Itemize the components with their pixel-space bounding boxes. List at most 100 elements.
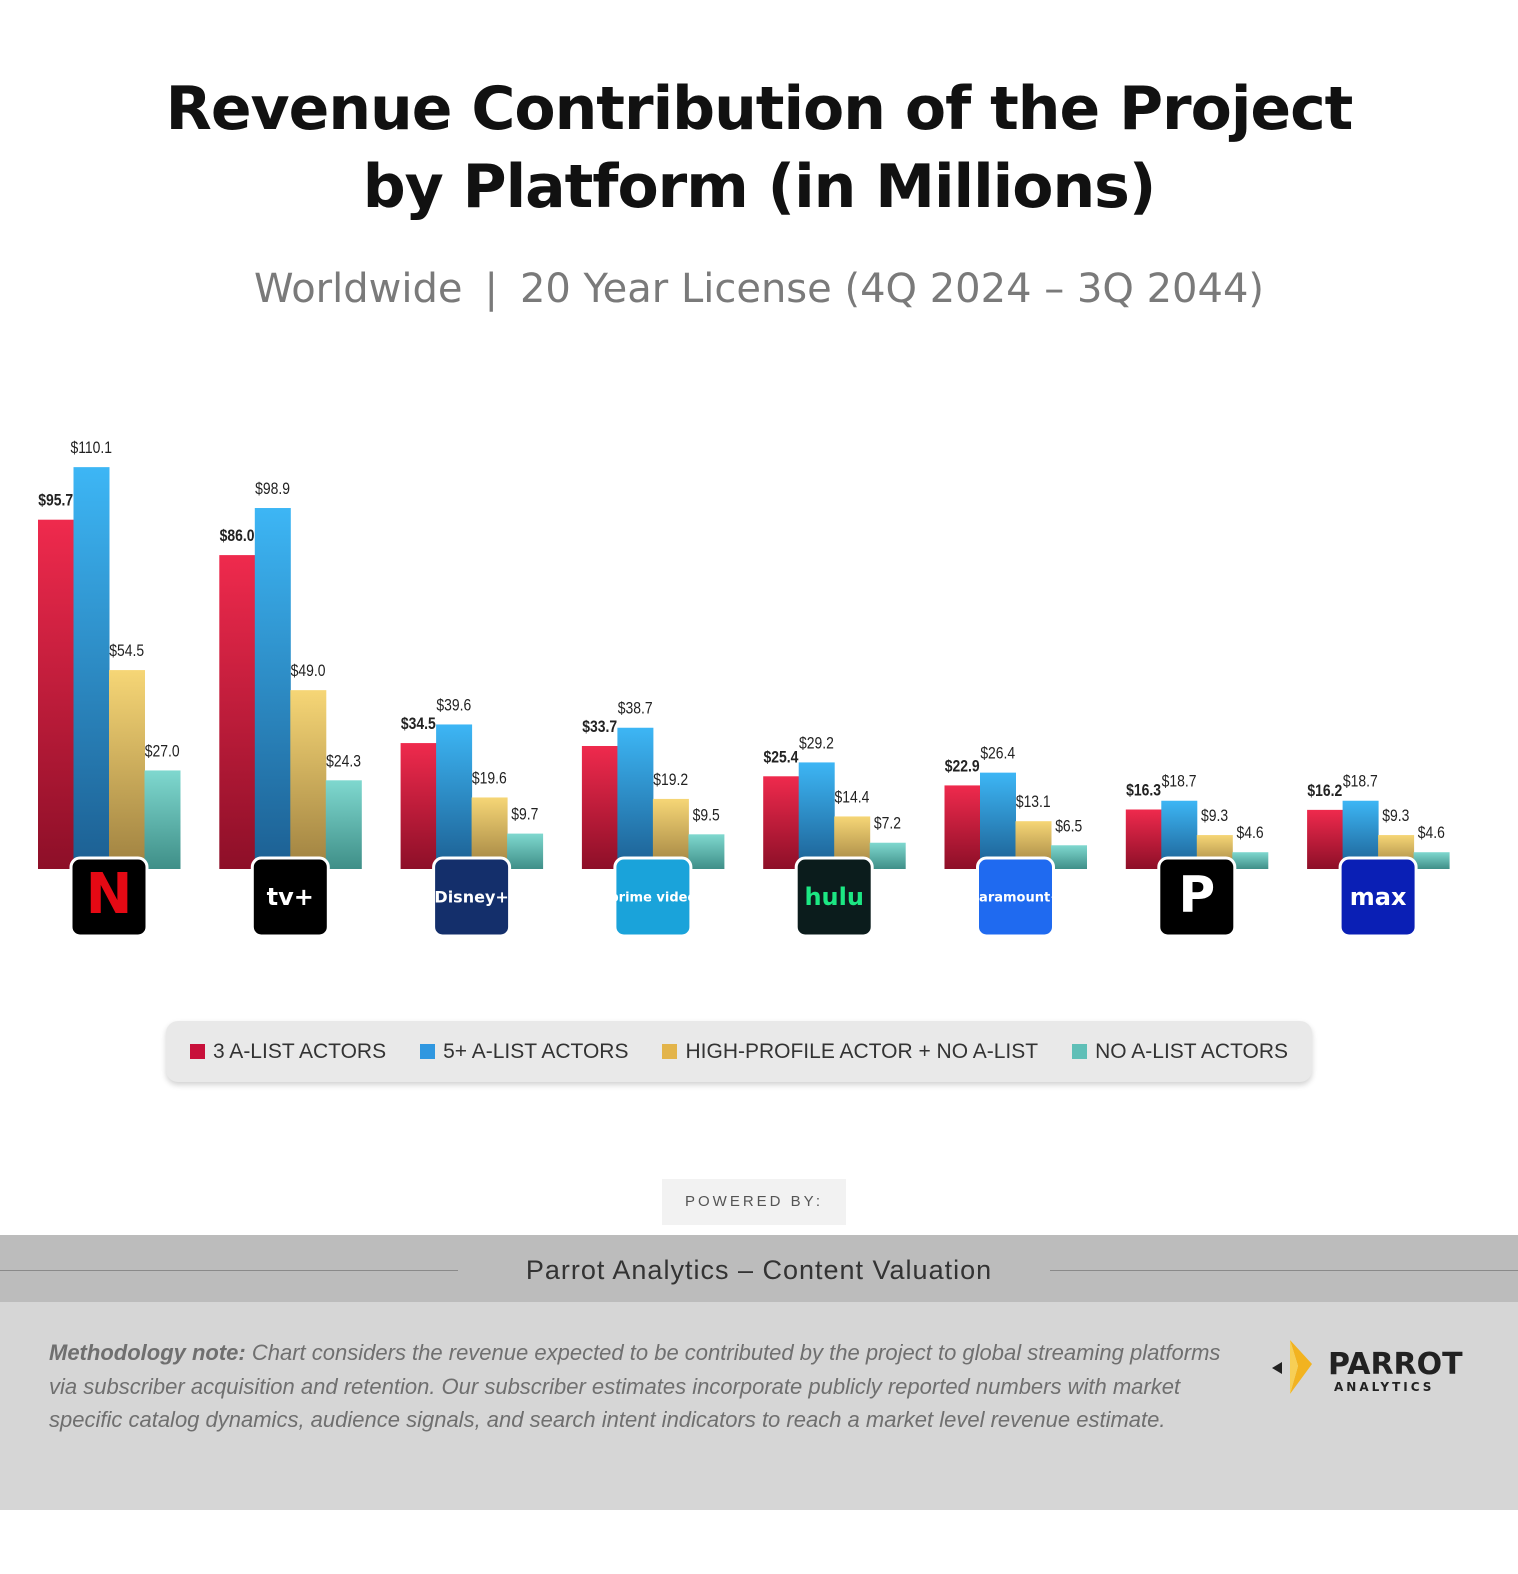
title-line-2: by Platform (in Millions) bbox=[362, 152, 1157, 222]
bar-apple-tv--series-2 bbox=[254, 508, 291, 869]
data-label: $54.5 bbox=[109, 642, 144, 661]
data-label: $29.2 bbox=[799, 734, 834, 753]
bar-netflix-series-3 bbox=[109, 670, 145, 869]
apple-tv-logo: tv+ bbox=[250, 856, 330, 938]
peacock-logo: P bbox=[1157, 856, 1237, 938]
platform-logo-text: hulu bbox=[804, 883, 863, 911]
subtitle-region: Worldwide bbox=[253, 266, 463, 312]
data-label: $25.4 bbox=[764, 748, 799, 767]
powered-by-label: POWERED BY: bbox=[662, 1179, 846, 1225]
disney-plus-logo: Disney+ bbox=[432, 856, 512, 938]
data-label: $19.2 bbox=[653, 771, 688, 790]
data-label: $6.5 bbox=[1055, 817, 1082, 836]
chart-subtitle: Worldwide | 20 Year License (4Q 2024 – 3Q … bbox=[0, 266, 1518, 312]
legend-label: 5+ A-LIST ACTORS bbox=[443, 1039, 629, 1063]
bar-disney--series-2 bbox=[436, 724, 473, 869]
methodology-paragraph: Methodology note: Chart considers the re… bbox=[49, 1336, 1239, 1437]
legend-swatch bbox=[1072, 1044, 1088, 1059]
legend-swatch bbox=[420, 1044, 436, 1059]
data-label: $4.6 bbox=[1236, 824, 1263, 843]
legend-swatch bbox=[662, 1044, 678, 1059]
platform-logo-text: max bbox=[1350, 883, 1407, 911]
chart-title: Revenue Contribution of the Project by P… bbox=[0, 70, 1518, 226]
data-label: $4.6 bbox=[1418, 824, 1445, 843]
data-label: $18.7 bbox=[1343, 773, 1378, 792]
hulu-logo: hulu bbox=[794, 856, 874, 938]
bar-max-series-4 bbox=[1413, 852, 1450, 869]
bar-netflix-series-1 bbox=[38, 519, 74, 869]
data-label: $7.2 bbox=[874, 815, 901, 834]
methodology-text: Chart considers the revenue expected to … bbox=[49, 1340, 1221, 1432]
band-title: Parrot Analytics – Content Valuation bbox=[497, 1255, 1021, 1285]
bar-paramount--series-1 bbox=[944, 785, 981, 869]
bar-hulu-series-4 bbox=[869, 842, 906, 869]
prime-video-logo: prime video bbox=[609, 856, 696, 938]
netflix-logo: N bbox=[69, 856, 149, 938]
data-label: $95.7 bbox=[38, 491, 73, 510]
data-label: $13.1 bbox=[1016, 793, 1051, 812]
max-logo: max bbox=[1338, 856, 1418, 938]
data-label: $98.9 bbox=[255, 480, 290, 499]
chart-legend: 3 A-LIST ACTORS 5+ A-LIST ACTORS HIGH-PR… bbox=[166, 1021, 1312, 1082]
data-label: $49.0 bbox=[291, 662, 326, 681]
bar-apple-tv--series-3 bbox=[290, 690, 327, 869]
bar-disney--series-1 bbox=[400, 743, 437, 869]
platform-logo-text: Disney+ bbox=[434, 888, 508, 907]
bar-disney--series-4 bbox=[507, 833, 544, 869]
data-label: $34.5 bbox=[401, 715, 436, 734]
bar-chart: $95.7 $110.1 $54.5 $27.0 N $86.0 $98.9 $49.0 $24… bbox=[38, 439, 1450, 938]
bar-peacock-series-1 bbox=[1125, 809, 1162, 869]
platform-logo-text: tv+ bbox=[267, 883, 314, 911]
bar-prime-video-series-4 bbox=[688, 834, 725, 869]
legend-swatch bbox=[189, 1044, 205, 1059]
data-label: $24.3 bbox=[326, 752, 361, 771]
legend-item-5-a-list: 5+ A-LIST ACTORS bbox=[420, 1040, 628, 1064]
data-label: $16.2 bbox=[1307, 782, 1342, 801]
data-label: $33.7 bbox=[582, 718, 617, 737]
legend-item-3-a-list: 3 A-LIST ACTORS bbox=[189, 1039, 387, 1064]
bar-prime-video-series-1 bbox=[581, 745, 618, 869]
bar-hulu-series-1 bbox=[763, 776, 800, 869]
data-label: $27.0 bbox=[145, 742, 180, 761]
brand-feather-icon bbox=[1290, 1340, 1312, 1394]
legend-label: HIGH-PROFILE ACTOR + NO A-LIST bbox=[685, 1039, 1039, 1063]
data-label: $9.3 bbox=[1201, 807, 1228, 826]
data-label: $86.0 bbox=[220, 527, 255, 546]
bar-paramount--series-4 bbox=[1051, 845, 1087, 869]
methodology-label: Methodology note: bbox=[49, 1340, 246, 1365]
bar-netflix-series-4 bbox=[144, 770, 181, 869]
platform-logo-text: Paramount+ bbox=[970, 891, 1061, 906]
brand-arrow-icon bbox=[1272, 1362, 1282, 1374]
brand-name: PARROT bbox=[1328, 1347, 1463, 1382]
bar-apple-tv--series-4 bbox=[325, 780, 362, 869]
bar-prime-video-series-2 bbox=[617, 727, 654, 869]
subtitle-license: 20 Year License (4Q 2024 – 3Q 2044) bbox=[519, 266, 1264, 312]
legend-item-no-a-list: NO A-LIST ACTORS bbox=[1072, 1040, 1288, 1064]
data-label: $9.3 bbox=[1382, 807, 1409, 826]
data-label: $38.7 bbox=[618, 700, 653, 719]
data-label: $9.7 bbox=[511, 805, 538, 824]
band-rule-left bbox=[0, 1270, 458, 1271]
data-label: $16.3 bbox=[1126, 781, 1161, 800]
bar-max-series-1 bbox=[1307, 809, 1344, 869]
platform-logo-text: N bbox=[86, 862, 133, 927]
methodology-note: Methodology note: Chart considers the re… bbox=[0, 1302, 1518, 1510]
data-label: $110.1 bbox=[70, 439, 112, 458]
legend-item-high-profile: HIGH-PROFILE ACTOR + NO A-LIST bbox=[662, 1040, 1038, 1064]
data-label: $19.6 bbox=[472, 769, 507, 788]
footer-band: Parrot Analytics – Content Valuation bbox=[0, 1235, 1518, 1302]
subtitle-separator: | bbox=[484, 266, 498, 312]
bar-hulu-series-2 bbox=[798, 762, 835, 869]
data-label: $26.4 bbox=[980, 744, 1015, 763]
legend-label: NO A-LIST ACTORS bbox=[1095, 1039, 1289, 1063]
bar-paramount--series-2 bbox=[980, 772, 1016, 869]
bar-peacock-series-4 bbox=[1232, 852, 1269, 869]
data-label: $14.4 bbox=[835, 788, 870, 807]
data-label: $39.6 bbox=[436, 696, 471, 715]
data-label: $22.9 bbox=[945, 757, 980, 776]
bar-apple-tv--series-1 bbox=[219, 555, 256, 869]
band-rule-right bbox=[1050, 1270, 1518, 1271]
bar-netflix-series-2 bbox=[73, 467, 110, 869]
parrot-analytics-logo: PARROT ANALYTICS bbox=[1272, 1340, 1463, 1394]
legend-label: 3 A-LIST ACTORS bbox=[212, 1039, 387, 1063]
